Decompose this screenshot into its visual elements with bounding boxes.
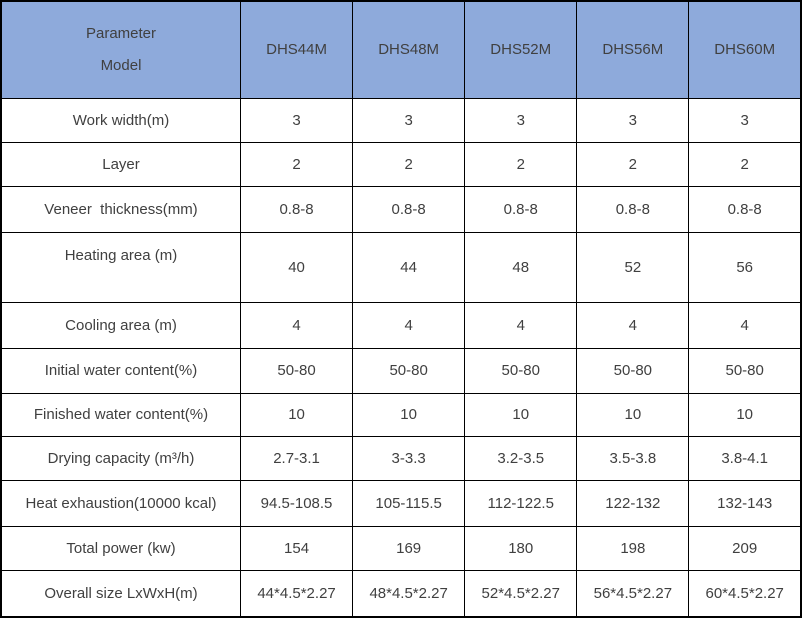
corner-model-label: Model	[100, 56, 142, 74]
cell-value: 4	[239, 301, 354, 349]
cell-value: 3.8-4.1	[688, 435, 802, 481]
cell-value: 122-132	[576, 479, 690, 527]
column-header-dhs56m: DHS56M	[576, 0, 690, 99]
row-label: Drying capacity (m³/h)	[0, 435, 241, 481]
cell-value: 50-80	[576, 347, 690, 394]
cell-value: 52*4.5*2.27	[464, 569, 578, 618]
cell-value: 4	[352, 301, 466, 349]
cell-value: 10	[239, 392, 354, 437]
row-label: Work width(m)	[0, 97, 241, 143]
column-header-dhs52m: DHS52M	[464, 0, 578, 99]
row-label: Layer	[0, 141, 241, 187]
cell-value: 2	[239, 141, 354, 187]
row-label: Initial water content(%)	[0, 347, 241, 394]
cell-value: 10	[352, 392, 466, 437]
cell-value: 3	[576, 97, 690, 143]
table-row: Veneer thickness(mm) 0.8-8 0.8-8 0.8-8 0.8-8…	[0, 185, 802, 233]
cell-value: 198	[576, 525, 690, 571]
cell-value: 2.7-3.1	[239, 435, 354, 481]
cell-value: 3.5-3.8	[576, 435, 690, 481]
row-label: Heat exhaustion(10000 kcal)	[0, 479, 241, 527]
row-label: Overall size LxWxH(m)	[0, 569, 241, 618]
row-label: Total power (kw)	[0, 525, 241, 571]
cell-value: 105-115.5	[352, 479, 466, 527]
header-row: Parameter Model DHS44M DHS48M DHS52M DHS56M…	[0, 0, 802, 99]
cell-value: 3-3.3	[352, 435, 466, 481]
cell-value: 132-143	[688, 479, 802, 527]
cell-value: 40	[239, 231, 354, 303]
cell-value: 3	[352, 97, 466, 143]
column-header-dhs44m: DHS44M	[239, 0, 354, 99]
cell-value: 4	[688, 301, 802, 349]
table-row: Work width(m) 3 3 3 3 3	[0, 97, 802, 143]
table-row: Heat exhaustion(10000 kcal) 94.5-108.5 105…	[0, 479, 802, 527]
cell-value: 0.8-8	[239, 185, 354, 233]
row-label: Cooling area (m)	[0, 301, 241, 349]
table-row: Total power (kw) 154 169 180 198 209	[0, 525, 802, 571]
cell-value: 180	[464, 525, 578, 571]
cell-value: 0.8-8	[352, 185, 466, 233]
column-header-dhs48m: DHS48M	[352, 0, 466, 99]
table-row: Layer 2 2 2 2 2	[0, 141, 802, 187]
cell-value: 50-80	[352, 347, 466, 394]
cell-value: 56	[688, 231, 802, 303]
row-label: Finished water content(%)	[0, 392, 241, 437]
cell-value: 4	[576, 301, 690, 349]
row-label: Heating area (m)	[0, 231, 241, 303]
table-row: Cooling area (m) 4 4 4 4 4	[0, 301, 802, 349]
corner-parameter-label: Parameter	[85, 24, 157, 42]
table-row: Overall size LxWxH(m) 44*4.5*2.27 48*4.5*2…	[0, 569, 802, 618]
cell-value: 0.8-8	[576, 185, 690, 233]
cell-value: 0.8-8	[464, 185, 578, 233]
cell-value: 112-122.5	[464, 479, 578, 527]
cell-value: 52	[576, 231, 690, 303]
cell-value: 60*4.5*2.27	[688, 569, 802, 618]
cell-value: 50-80	[239, 347, 354, 394]
table-row: Heating area (m) 40 44 48 52 56	[0, 231, 802, 303]
cell-value: 209	[688, 525, 802, 571]
cell-value: 10	[464, 392, 578, 437]
cell-value: 3	[239, 97, 354, 143]
cell-value: 3	[688, 97, 802, 143]
cell-value: 3	[464, 97, 578, 143]
table-row: Finished water content(%) 10 10 10 10 10	[0, 392, 802, 437]
cell-value: 0.8-8	[688, 185, 802, 233]
cell-value: 94.5-108.5	[239, 479, 354, 527]
cell-value: 10	[576, 392, 690, 437]
cell-value: 56*4.5*2.27	[576, 569, 690, 618]
cell-value: 10	[688, 392, 802, 437]
cell-value: 169	[352, 525, 466, 571]
cell-value: 44	[352, 231, 466, 303]
cell-value: 2	[576, 141, 690, 187]
cell-value: 3.2-3.5	[464, 435, 578, 481]
corner-cell: Parameter Model	[0, 0, 241, 99]
table-row: Drying capacity (m³/h) 2.7-3.1 3-3.3 3.2-3.…	[0, 435, 802, 481]
column-header-dhs60m: DHS60M	[688, 0, 802, 99]
product-spec-table: Parameter Model DHS44M DHS48M DHS52M DHS56M…	[0, 0, 802, 618]
cell-value: 44*4.5*2.27	[239, 569, 354, 618]
cell-value: 2	[464, 141, 578, 187]
cell-value: 4	[464, 301, 578, 349]
row-label: Veneer thickness(mm)	[0, 185, 241, 233]
cell-value: 50-80	[464, 347, 578, 394]
cell-value: 48*4.5*2.27	[352, 569, 466, 618]
cell-value: 2	[688, 141, 802, 187]
cell-value: 50-80	[688, 347, 802, 394]
table-row: Initial water content(%) 50-80 50-80 50-80 5…	[0, 347, 802, 394]
cell-value: 154	[239, 525, 354, 571]
cell-value: 2	[352, 141, 466, 187]
cell-value: 48	[464, 231, 578, 303]
